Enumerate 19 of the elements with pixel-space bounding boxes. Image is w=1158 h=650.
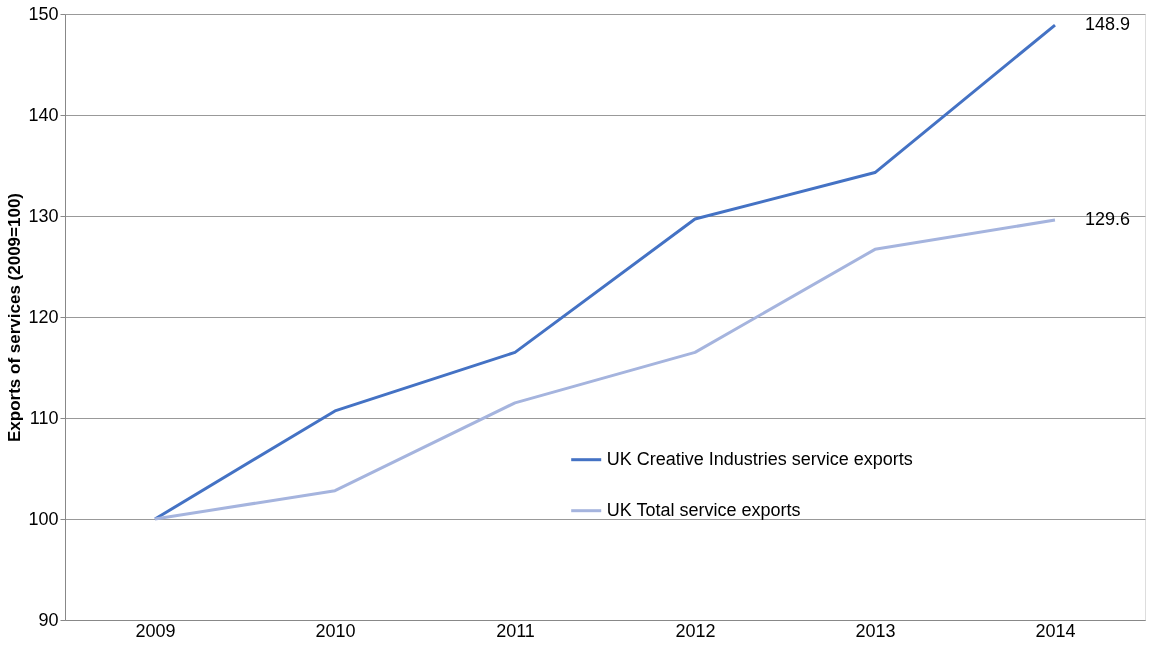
y-axis-title: Exports of services (2009=100) — [5, 192, 25, 443]
y-tick-label: 140 — [28, 104, 59, 125]
y-tick-label: 150 — [28, 3, 59, 24]
y-tick-label: 120 — [28, 306, 59, 327]
y-tick-label: 110 — [29, 407, 59, 428]
x-tick-label: 2014 — [1035, 620, 1076, 641]
x-tick-label: 2013 — [855, 620, 896, 641]
data-label: 148.9 — [1085, 14, 1131, 35]
x-tick-label: 2012 — [675, 620, 716, 641]
x-tick-label: 2010 — [315, 620, 356, 641]
legend-label: UK Creative Industries service exports — [606, 448, 913, 469]
y-tick-label: 100 — [28, 508, 59, 529]
x-tick-label: 2011 — [496, 620, 535, 641]
legend-label: UK Total service exports — [606, 499, 801, 520]
y-tick-label: 130 — [28, 205, 59, 226]
line-series — [153, 218, 1057, 521]
data-label: 129.6 — [1085, 209, 1131, 230]
x-tick-label: 2009 — [135, 620, 176, 641]
y-tick-label: 90 — [38, 609, 59, 630]
